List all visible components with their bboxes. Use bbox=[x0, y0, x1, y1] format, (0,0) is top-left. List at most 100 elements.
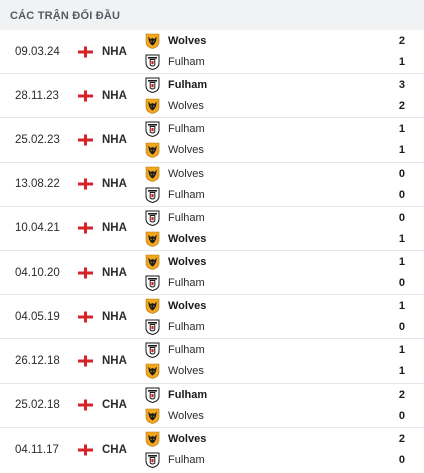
team-row-1: Wolves 2 bbox=[145, 32, 415, 50]
wolves-crest-icon bbox=[145, 142, 160, 159]
england-flag-icon bbox=[78, 444, 93, 456]
match-row[interactable]: 13.08.22 NHA Wolves 0 Fulham 0 bbox=[0, 163, 424, 207]
team-score: 2 bbox=[398, 100, 405, 113]
team-row-1: Fulham 1 bbox=[145, 120, 415, 138]
match-row[interactable]: 10.04.21 NHA Fulham 0 Wolves 1 bbox=[0, 207, 424, 251]
team-score: 0 bbox=[398, 167, 405, 180]
match-row[interactable]: 09.03.24 NHA Wolves 2 Fulham 1 bbox=[0, 30, 424, 75]
team-row-2: Fulham 1 bbox=[145, 53, 415, 71]
team-score: 2 bbox=[398, 432, 405, 445]
match-row[interactable]: 04.05.19 NHA Wolves 1 Fulham 0 bbox=[0, 295, 424, 340]
fulham-crest-icon bbox=[145, 319, 160, 336]
team-name: Wolves bbox=[168, 432, 207, 445]
competition-label: NHA bbox=[102, 178, 127, 191]
team-score: 1 bbox=[398, 56, 405, 68]
wolves-crest-icon bbox=[145, 254, 160, 270]
match-date: 25.02.18 bbox=[15, 399, 60, 412]
competition-label: CHA bbox=[102, 443, 127, 456]
team-name: Wolves bbox=[168, 232, 207, 245]
team-name: Fulham bbox=[168, 56, 205, 68]
england-flag-icon bbox=[78, 222, 93, 234]
team-name: Fulham bbox=[168, 188, 205, 201]
team-row-1: Wolves 2 bbox=[145, 430, 415, 448]
team-name: Wolves bbox=[168, 167, 204, 180]
england-flag-icon bbox=[78, 267, 93, 279]
fulham-crest-icon bbox=[145, 210, 160, 226]
team-row-2: Fulham 0 bbox=[145, 274, 415, 292]
team-score: 1 bbox=[398, 255, 405, 268]
match-date: 09.03.24 bbox=[15, 45, 60, 58]
england-flag-icon bbox=[78, 178, 93, 190]
wolves-crest-icon bbox=[145, 166, 160, 182]
team-score: 0 bbox=[398, 321, 405, 334]
team-score: 0 bbox=[398, 188, 405, 201]
match-date: 25.02.23 bbox=[15, 133, 60, 146]
match-date: 04.10.20 bbox=[15, 266, 60, 279]
match-row[interactable]: 26.12.18 NHA Fulham 1 Wolves 1 bbox=[0, 339, 424, 384]
england-flag-icon bbox=[78, 46, 93, 58]
team-row-1: Fulham 1 bbox=[145, 341, 415, 359]
team-name: Wolves bbox=[168, 365, 204, 378]
team-name: Wolves bbox=[168, 35, 207, 47]
competition-label: NHA bbox=[102, 266, 127, 279]
team-name: Wolves bbox=[168, 100, 204, 113]
team-row-2: Wolves 1 bbox=[145, 230, 415, 248]
fulham-crest-icon bbox=[145, 452, 160, 468]
team-name: Wolves bbox=[168, 255, 207, 268]
match-row[interactable]: 25.02.23 NHA Fulham 1 Wolves 1 bbox=[0, 118, 424, 163]
team-row-2: Fulham 0 bbox=[145, 451, 415, 469]
section-header: CÁC TRẬN ĐỐI ĐẦU bbox=[0, 0, 424, 30]
match-row[interactable]: 04.10.20 NHA Wolves 1 Fulham 0 bbox=[0, 251, 424, 296]
team-name: Wolves bbox=[168, 144, 204, 157]
fulham-crest-icon bbox=[145, 77, 160, 94]
team-row-2: Fulham 0 bbox=[145, 318, 415, 336]
match-row[interactable]: 04.11.17 CHA Wolves 2 Fulham 0 bbox=[0, 428, 424, 472]
team-score: 1 bbox=[398, 365, 405, 378]
team-score: 1 bbox=[398, 123, 405, 136]
competition-label: CHA bbox=[102, 399, 127, 412]
team-name: Wolves bbox=[168, 300, 207, 313]
team-name: Fulham bbox=[168, 123, 205, 136]
team-row-2: Wolves 1 bbox=[145, 141, 415, 159]
team-score: 2 bbox=[398, 35, 405, 47]
fulham-crest-icon bbox=[145, 342, 160, 359]
team-score: 2 bbox=[398, 388, 405, 401]
fulham-crest-icon bbox=[145, 121, 160, 138]
match-date: 04.11.17 bbox=[15, 443, 59, 456]
fulham-crest-icon bbox=[145, 187, 160, 203]
team-row-1: Wolves 1 bbox=[145, 253, 415, 271]
team-score: 1 bbox=[398, 344, 405, 357]
match-date: 04.05.19 bbox=[15, 310, 60, 323]
fulham-crest-icon bbox=[145, 387, 160, 403]
team-row-1: Fulham 2 bbox=[145, 386, 415, 404]
head-to-head-list: 09.03.24 NHA Wolves 2 Fulham 1 28.11.23 … bbox=[0, 30, 424, 472]
england-flag-icon bbox=[78, 355, 93, 367]
wolves-crest-icon bbox=[145, 431, 160, 447]
team-score: 0 bbox=[398, 409, 405, 422]
fulham-crest-icon bbox=[145, 54, 160, 71]
team-name: Fulham bbox=[168, 388, 208, 401]
match-row[interactable]: 28.11.23 NHA Fulham 3 Wolves 2 bbox=[0, 74, 424, 119]
team-row-1: Fulham 0 bbox=[145, 209, 415, 227]
team-row-1: Wolves 1 bbox=[145, 297, 415, 315]
team-score: 1 bbox=[398, 232, 405, 245]
match-row[interactable]: 25.02.18 CHA Fulham 2 Wolves 0 bbox=[0, 384, 424, 428]
england-flag-icon bbox=[78, 399, 93, 411]
team-name: Fulham bbox=[168, 344, 205, 357]
wolves-crest-icon bbox=[145, 298, 160, 314]
fulham-crest-icon bbox=[145, 275, 160, 291]
england-flag-icon bbox=[78, 311, 93, 323]
team-name: Wolves bbox=[168, 409, 204, 422]
competition-label: NHA bbox=[102, 89, 127, 102]
team-score: 1 bbox=[398, 300, 405, 313]
wolves-crest-icon bbox=[145, 33, 160, 49]
competition-label: NHA bbox=[102, 45, 127, 58]
match-date: 26.12.18 bbox=[15, 354, 60, 367]
wolves-crest-icon bbox=[145, 231, 160, 247]
england-flag-icon bbox=[78, 90, 93, 102]
competition-label: NHA bbox=[102, 133, 127, 146]
team-score: 1 bbox=[398, 144, 405, 157]
team-name: Fulham bbox=[168, 453, 205, 466]
team-row-2: Fulham 0 bbox=[145, 186, 415, 204]
team-name: Fulham bbox=[168, 211, 205, 224]
